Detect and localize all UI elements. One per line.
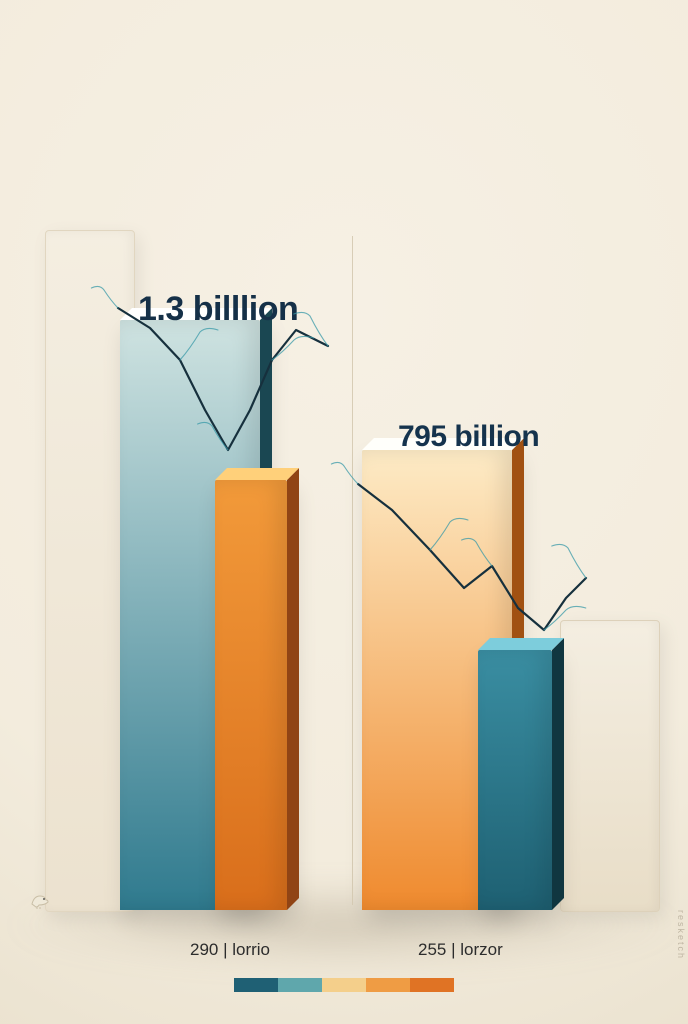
palette-swatch: [410, 978, 454, 992]
palette-swatch: [278, 978, 322, 992]
bird-icon: [28, 886, 52, 910]
trend-line: [110, 300, 340, 500]
axis-label: 255 | lorzor: [418, 940, 503, 960]
palette-swatch: [234, 978, 278, 992]
value-headline: 795 billion: [398, 420, 539, 454]
palette-swatch: [322, 978, 366, 992]
palette-strip: [234, 978, 454, 992]
axis-label: 290 | lorrio: [190, 940, 270, 960]
trend-line: [352, 480, 592, 670]
bar: [215, 480, 287, 910]
chart-stage: 1.3 billlion290 | lorrio795 billion255 |…: [0, 0, 688, 1024]
side-caption: resketch: [676, 910, 686, 960]
bar: [478, 650, 552, 910]
palette-swatch: [366, 978, 410, 992]
